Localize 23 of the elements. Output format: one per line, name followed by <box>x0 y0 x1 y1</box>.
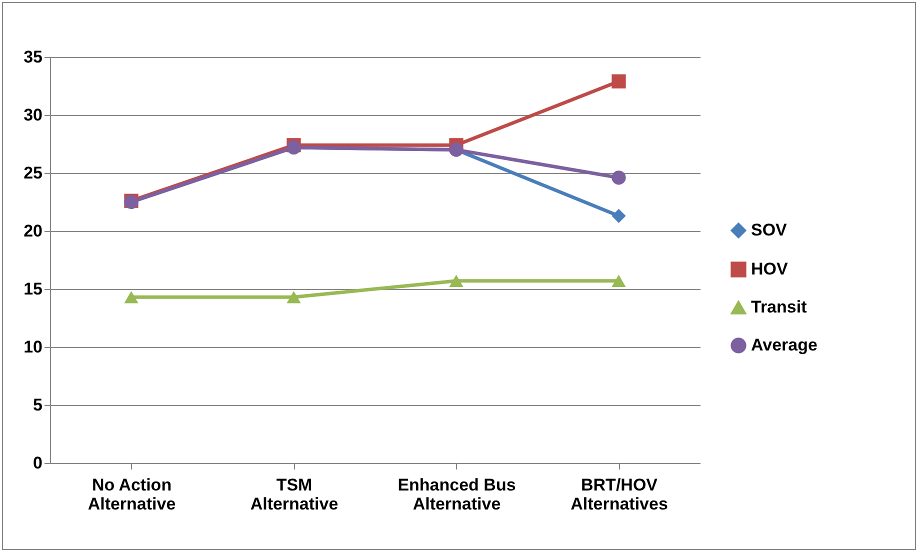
x-tick-label: Enhanced Bus Alternative <box>398 476 516 514</box>
x-tick-label: BRT/HOV Alternatives <box>570 476 668 514</box>
y-tick-label: 0 <box>33 454 42 472</box>
legend-label: Transit <box>751 298 808 316</box>
y-tick-label: 35 <box>24 48 42 66</box>
point <box>612 208 626 223</box>
point <box>612 170 626 185</box>
legend-label: SOV <box>751 220 788 240</box>
y-tick-label: 30 <box>24 106 42 124</box>
y-tick-label: 5 <box>33 396 42 414</box>
y-tick-label: 25 <box>24 164 42 182</box>
point <box>124 290 138 304</box>
x-tick-label: No Action Alternative <box>88 476 176 514</box>
legend-label: Average <box>751 336 818 354</box>
point <box>612 274 626 288</box>
y-tick-label: 10 <box>24 338 42 356</box>
y-tick-label: 20 <box>24 222 42 240</box>
point <box>449 274 464 288</box>
y-tick-label: 15 <box>24 280 42 298</box>
x-tick-label: TSM Alternative <box>250 476 338 514</box>
legend-label: HOV <box>751 260 788 278</box>
point <box>612 74 626 88</box>
point <box>286 290 301 304</box>
